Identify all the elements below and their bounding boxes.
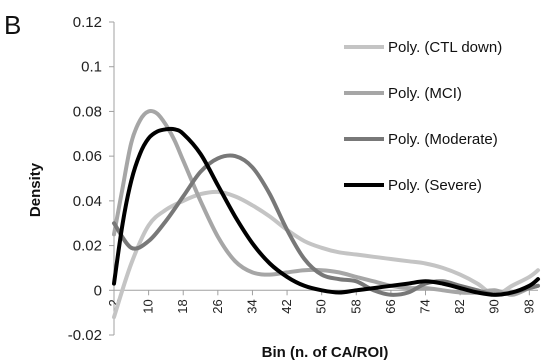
x-tick-label: 26 — [210, 299, 225, 313]
x-tick-label: 42 — [279, 299, 294, 313]
y-tick-label: 0.02 — [73, 238, 102, 255]
legend-label: Poly. (MCI) — [388, 85, 462, 102]
legend-label: Poly. (Severe) — [388, 177, 482, 194]
panel-label: B — [4, 10, 21, 40]
x-tick-label: 98 — [521, 299, 536, 313]
y-axis-label: Density — [27, 162, 44, 217]
x-tick-label: 90 — [487, 299, 502, 313]
y-tick-label: 0.08 — [73, 103, 102, 120]
series-line-3 — [112, 153, 540, 297]
y-tick-label: 0.1 — [81, 59, 102, 76]
x-tick-label: 18 — [175, 299, 190, 313]
x-tick-label: 10 — [141, 299, 156, 313]
axes: -0.02 0 0.02 0.04 0.06 0.08 0.1 0.12 2 10 18 26 34 42… — [68, 14, 538, 344]
legend-label: Poly. (Moderate) — [388, 131, 498, 148]
x-tick-label: 74 — [418, 299, 433, 313]
x-tick-label: 34 — [244, 299, 259, 313]
y-tick-label: 0.12 — [73, 14, 102, 31]
x-tick-label: 2 — [106, 299, 121, 306]
y-tick-label: 0.06 — [73, 148, 102, 165]
legend-label: Poly. (CTL down) — [388, 39, 502, 56]
x-tick-label: 58 — [348, 299, 363, 313]
series-line-1 — [112, 189, 540, 320]
x-tick-label: 50 — [314, 299, 329, 313]
y-tick-label: 0.04 — [73, 193, 102, 210]
x-tick-label: 66 — [383, 299, 398, 313]
series-line-2 — [112, 108, 540, 297]
y-tick-label: 0 — [94, 282, 102, 299]
series-line-4 — [112, 126, 540, 297]
legend: Poly. (CTL down) Poly. (MCI) Poly. (Modera… — [344, 39, 502, 194]
series-layer — [112, 108, 540, 320]
y-tick-label: -0.02 — [68, 327, 102, 344]
x-axis-label: Bin (n. of CA/ROI) — [262, 344, 389, 361]
x-tick-label: 82 — [452, 299, 467, 313]
